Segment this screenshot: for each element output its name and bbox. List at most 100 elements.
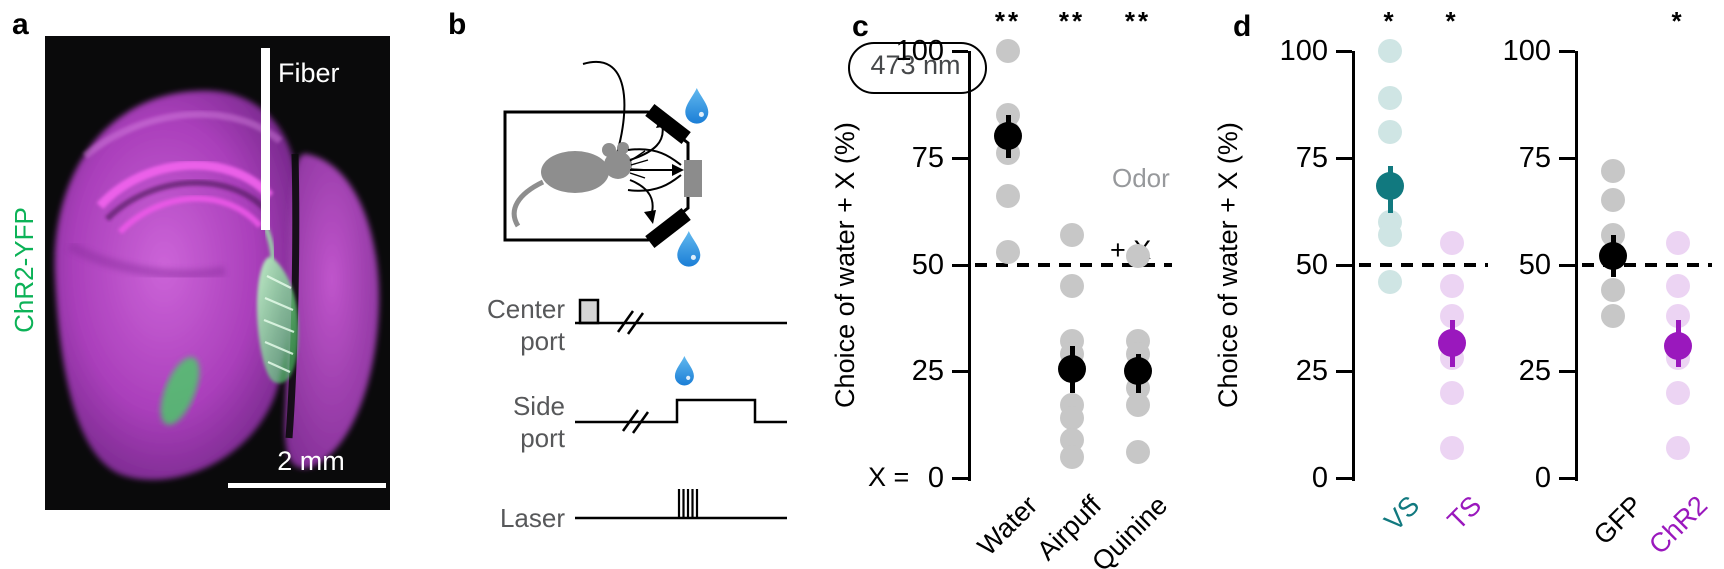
behavior-schematic [503, 61, 787, 520]
chance-level-line [1359, 262, 1488, 267]
subcortical-shade [67, 241, 226, 280]
data-point [1440, 380, 1464, 405]
top-side-port [645, 103, 691, 145]
y-axis-tick-label: 75 [1295, 141, 1328, 174]
data-point [1060, 222, 1084, 247]
data-point [1378, 222, 1402, 247]
yfp-tract [263, 227, 276, 261]
data-point [1440, 231, 1464, 256]
chance-level-line [1582, 262, 1712, 267]
data-point [1060, 273, 1084, 298]
hippocampus-band-inner [117, 195, 263, 235]
fluorophore-label: ChR2-YFP [9, 207, 39, 333]
data-point [1666, 231, 1690, 256]
timing-traces [575, 298, 787, 520]
panel-c-letter: c [852, 10, 869, 43]
data-point [1378, 120, 1402, 145]
yfp-fiber-streaks [263, 275, 295, 374]
mean-point [1376, 171, 1404, 200]
laser-cable [582, 61, 626, 154]
significance-marker: * [1671, 6, 1685, 36]
brain-section-image: Fiber 2 mm [45, 36, 390, 510]
data-point [1440, 273, 1464, 298]
hemisphere-gap [285, 153, 300, 439]
y-axis-spine [968, 51, 971, 481]
data-point [1060, 444, 1084, 469]
side-port-trace [575, 398, 787, 424]
mean-point [1124, 357, 1152, 386]
laser-wavelength-label: 473 nm [870, 50, 961, 80]
data-point [1440, 436, 1464, 461]
data-point [1378, 269, 1402, 294]
brain-illustration [45, 36, 390, 510]
y-axis-title: Choice of water + X (%) [830, 121, 860, 408]
data-point [1378, 85, 1402, 110]
water-droplet-reward [674, 356, 694, 386]
data-point [1666, 380, 1690, 405]
hippocampus-band-outer [96, 160, 274, 210]
arrowheads [644, 114, 684, 224]
y-axis-tick [1559, 263, 1575, 267]
mean-point [1438, 329, 1466, 358]
mean-point [1664, 331, 1692, 360]
y-axis-tick [1336, 477, 1352, 480]
panel-d-letter: d [1233, 10, 1252, 43]
y-axis-tick-label: 75 [911, 141, 944, 174]
side-port-label: Side port [512, 391, 565, 453]
mouse-silhouette [511, 142, 649, 228]
panel-b-letter: b [448, 8, 467, 41]
significance-marker: ** [1124, 6, 1152, 36]
mean-point [1058, 355, 1086, 384]
y-axis-tick [1559, 156, 1575, 160]
optic-fiber [261, 48, 270, 230]
hippocampus-dark-gap [104, 179, 269, 222]
y-axis-tick-label: 50 [1295, 248, 1328, 281]
y-axis-tick-label: 100 [1502, 35, 1551, 67]
y-axis-tick-label: 25 [1518, 355, 1551, 388]
data-point [1601, 278, 1625, 303]
yfp-ventral-patch [160, 357, 200, 425]
y-axis-tick-label: 0 [1534, 462, 1551, 494]
y-axis-tick-label: 50 [1518, 248, 1551, 281]
data-point [1126, 440, 1150, 465]
water-droplet-top [685, 88, 709, 124]
data-point [1126, 243, 1150, 268]
mean-point [1599, 241, 1627, 270]
laser-label: Laser [499, 503, 565, 533]
y-axis-tick [1559, 50, 1575, 53]
data-point [996, 39, 1020, 63]
y-axis-tick-label: 75 [1518, 141, 1551, 174]
significance-marker: ** [994, 6, 1022, 36]
y-axis-tick [952, 156, 968, 160]
chance-level-line [975, 262, 1172, 267]
y-axis-tick-label: 100 [1279, 35, 1328, 67]
y-axis-tick [1559, 370, 1575, 374]
significance-marker: * [1445, 6, 1459, 36]
y-axis-tick-label: 100 [895, 35, 944, 67]
significance-marker: ** [1058, 6, 1086, 36]
data-point [996, 184, 1020, 209]
data-point [1601, 188, 1625, 213]
y-axis-tick [952, 50, 968, 53]
data-point [1060, 406, 1084, 431]
y-axis-tick-label: 50 [911, 248, 944, 281]
scale-bar-label: 2 mm [277, 446, 345, 476]
data-point [1666, 273, 1690, 298]
y-axis-tick [1336, 50, 1352, 53]
significance-marker: * [1383, 6, 1397, 36]
y-axis-tick-label: 0 [927, 462, 944, 494]
y-axis-tick [1336, 263, 1352, 267]
scale-bar [228, 483, 386, 488]
data-point [1666, 436, 1690, 461]
data-point [1601, 303, 1625, 328]
data-point [1601, 158, 1625, 183]
y-axis-tick [1336, 156, 1352, 160]
center-port-pulse [578, 298, 600, 325]
y-axis-tick [952, 477, 968, 480]
choice-arrows [627, 123, 682, 217]
laser-wavelength-pill [848, 42, 987, 94]
y-axis-spine [1575, 51, 1578, 481]
mean-point [994, 122, 1022, 151]
laser-pulses [677, 489, 699, 518]
